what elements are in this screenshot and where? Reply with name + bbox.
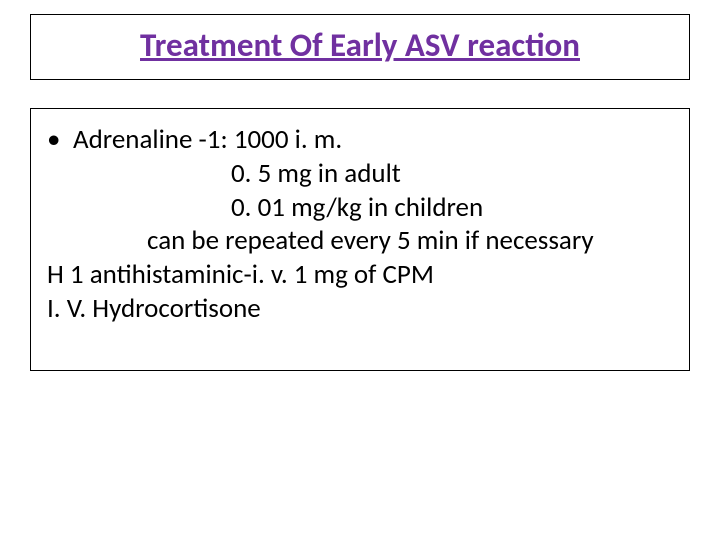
content-container: • Adrenaline -1: 1000 i. m. 0. 5 mg in a… xyxy=(30,108,690,371)
line-4: can be repeated every 5 min if necessary xyxy=(47,224,673,258)
line-5: H 1 antihistaminic-i. v. 1 mg of CPM xyxy=(47,258,673,292)
slide-title: Treatment Of Early ASV reaction xyxy=(43,25,677,65)
bullet-marker: • xyxy=(47,123,73,157)
title-container: Treatment Of Early ASV reaction xyxy=(30,14,690,80)
line-6: I. V. Hydrocortisone xyxy=(47,292,673,326)
line-text: Adrenaline -1: 1000 i. m. xyxy=(73,123,342,157)
line-3: 0. 01 mg/kg in children xyxy=(47,191,673,225)
bullet-line-1: • Adrenaline -1: 1000 i. m. xyxy=(47,123,673,157)
line-2: 0. 5 mg in adult xyxy=(47,157,673,191)
